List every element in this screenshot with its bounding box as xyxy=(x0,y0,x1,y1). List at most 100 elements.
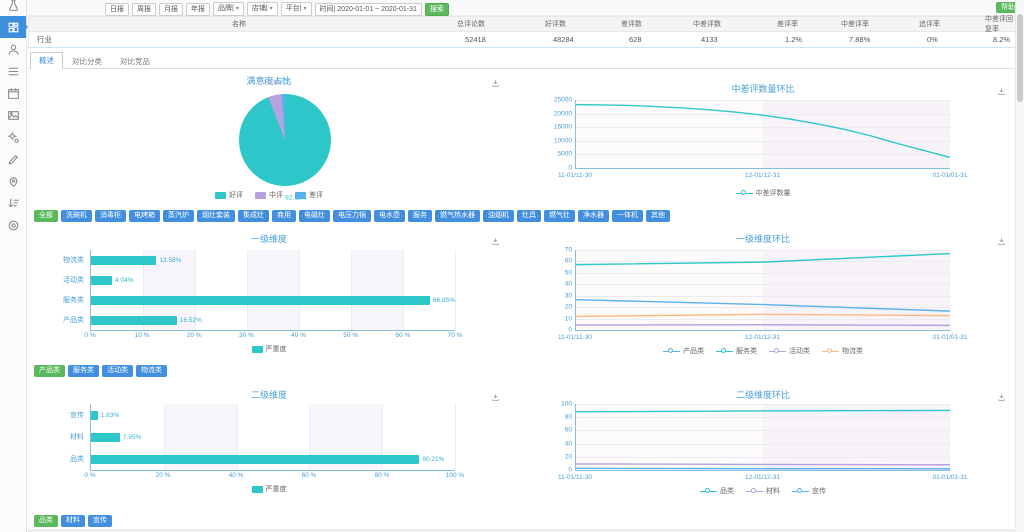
bar-宣传[interactable] xyxy=(91,410,98,420)
category-chip-蒸汽炉[interactable]: 蒸汽炉 xyxy=(163,209,194,222)
x-tick-label: 40 % xyxy=(228,472,244,479)
category-chip-油烟机[interactable]: 油烟机 xyxy=(483,209,514,222)
row-cell-7: 0% xyxy=(927,35,938,44)
category-chip-电压力锅[interactable]: 电压力锅 xyxy=(333,209,371,222)
legend-item-严重度[interactable]: 严重度 xyxy=(251,344,287,354)
scrollbar-thumb[interactable] xyxy=(1017,14,1023,102)
dropdown-品牌[interactable]: 品牌| ▾ xyxy=(213,2,244,16)
category-chip-电水壶[interactable]: 电水壶 xyxy=(374,209,405,222)
legend-item-品类[interactable]: 品类 xyxy=(700,486,734,496)
dimension-chip-物流类[interactable]: 物流类 xyxy=(136,364,167,377)
dimension-chip-服务类[interactable]: 服务类 xyxy=(68,364,99,377)
legend-item-好评[interactable]: 好评 xyxy=(215,190,243,200)
bar-物流类[interactable] xyxy=(91,255,157,265)
summary-table-row[interactable]: 行业 52418 48284 628 4133 1.2% 7.88% 0% 8.2% xyxy=(28,31,1016,48)
dropdown-店铺[interactable]: 店铺| ▾ xyxy=(246,2,278,16)
help-badge[interactable]: 帮助 xyxy=(996,2,1020,13)
category-chip-电烤箱[interactable]: 电烤箱 xyxy=(129,209,160,222)
category-chip-集成灶[interactable]: 集成灶 xyxy=(238,209,269,222)
download-icon[interactable] xyxy=(997,233,1006,251)
category-label-活动类: 活动类 xyxy=(63,277,84,284)
category-chip-消毒柜[interactable]: 消毒柜 xyxy=(95,209,126,222)
pencil-icon[interactable] xyxy=(0,148,26,170)
toolbar-filters: 日报 周报 月报 年报 品牌| ▾ 店铺| ▾ 平台| ▾ 时间| 2020-01-01 ~ 202… xyxy=(105,2,449,16)
legend-item-宣传[interactable]: 宣传 xyxy=(792,486,826,496)
dropdown-平台[interactable]: 平台| ▾ xyxy=(280,2,312,16)
download-icon[interactable] xyxy=(997,389,1006,407)
category-chip-灶具[interactable]: 灶具 xyxy=(517,209,541,222)
y-tick-label: 10 xyxy=(564,315,572,323)
bar-value-label: 12.58% xyxy=(159,256,182,264)
legend-item-中差评数量[interactable]: 中差评数量 xyxy=(735,188,791,198)
category-chip-一体机[interactable]: 一体机 xyxy=(612,209,643,222)
dimension-chip-活动类[interactable]: 活动类 xyxy=(102,364,133,377)
column-header-8: 中差评回复率 xyxy=(985,16,1013,33)
download-icon[interactable] xyxy=(997,83,1006,101)
x-tick-label: 100 % xyxy=(445,472,465,479)
list-icon[interactable] xyxy=(0,60,26,82)
subdimension-chip-材料[interactable]: 材料 xyxy=(61,514,85,527)
dashboard-icon[interactable] xyxy=(0,16,26,38)
sort-icon[interactable] xyxy=(0,192,26,214)
y-tick-label: 60 xyxy=(564,257,572,265)
subdimension-chip-品类[interactable]: 品类 xyxy=(34,514,58,527)
row-cell-4: 4133 xyxy=(701,35,718,44)
target-icon[interactable] xyxy=(0,214,26,236)
download-icon[interactable] xyxy=(491,389,500,407)
category-chip-净水器[interactable]: 净水器 xyxy=(578,209,609,222)
period-button-周报[interactable]: 周报 xyxy=(132,2,156,16)
legend-item-活动类[interactable]: 活动类 xyxy=(769,346,810,356)
pie-satisfaction-pie[interactable]: 92.11%4.63%1.2% xyxy=(239,78,331,201)
category-chip-其他[interactable]: 其他 xyxy=(646,209,670,222)
split-band xyxy=(351,250,403,330)
category-chip-全部[interactable]: 全部 xyxy=(34,209,58,222)
period-button-月报[interactable]: 月报 xyxy=(159,2,183,16)
gears-icon[interactable] xyxy=(0,126,26,148)
bar-活动类[interactable] xyxy=(91,275,112,285)
legend-item-差评[interactable]: 差评 xyxy=(295,190,323,200)
bar-材料[interactable] xyxy=(91,432,120,442)
legend-item-物流类[interactable]: 物流类 xyxy=(822,346,863,356)
category-chip-服务[interactable]: 服务 xyxy=(408,209,432,222)
bar-服务类[interactable] xyxy=(91,295,430,305)
bar-产品类[interactable] xyxy=(91,315,177,325)
x-tick-label: 01-01/01-31 xyxy=(932,474,968,481)
category-chip-洗碗机[interactable]: 洗碗机 xyxy=(61,209,92,222)
pie-slice-label-中评: 4.63% xyxy=(262,79,282,87)
category-chip-电磁灶[interactable]: 电磁灶 xyxy=(299,209,330,222)
download-icon[interactable] xyxy=(491,233,500,251)
series-line-宣传 xyxy=(576,468,950,469)
image-icon[interactable] xyxy=(0,104,26,126)
period-button-年报[interactable]: 年报 xyxy=(186,2,210,16)
scrollbar[interactable] xyxy=(1015,0,1024,532)
subdimension-chip-宣传[interactable]: 宣传 xyxy=(88,514,112,527)
bar-品类[interactable] xyxy=(91,454,420,464)
y-tick-label: 70 xyxy=(564,246,572,254)
download-icon[interactable] xyxy=(491,75,500,93)
chart-legend: 品类 材料 宣传 xyxy=(510,486,1016,496)
category-chip-燃气热水器[interactable]: 燃气热水器 xyxy=(435,209,480,222)
category-chip-燃气灶[interactable]: 燃气灶 xyxy=(544,209,575,222)
period-button-日报[interactable]: 日报 xyxy=(105,2,129,16)
gridline xyxy=(455,250,456,330)
legend-item-严重度[interactable]: 严重度 xyxy=(251,484,287,494)
category-chip-烟灶套装[interactable]: 烟灶套装 xyxy=(197,209,235,222)
legend-item-服务类[interactable]: 服务类 xyxy=(716,346,757,356)
user-icon[interactable] xyxy=(0,38,26,60)
legend-item-材料[interactable]: 材料 xyxy=(746,486,780,496)
legend-item-产品类[interactable]: 产品类 xyxy=(663,346,704,356)
location-icon[interactable] xyxy=(0,170,26,192)
time-range-button[interactable]: 时间| 2020-01-01 ~ 2020-01-31 xyxy=(314,2,422,16)
search-button[interactable]: 搜索 xyxy=(424,2,449,16)
legend-item-中评[interactable]: 中评 xyxy=(255,190,283,200)
flask-icon[interactable] xyxy=(0,0,26,16)
tab-对比竞品[interactable]: 对比竞品 xyxy=(120,57,150,66)
series-line-活动类 xyxy=(576,325,950,326)
tab-概述[interactable]: 概述 xyxy=(30,52,63,69)
category-chip-商用[interactable]: 商用 xyxy=(272,209,296,222)
dimension-chip-产品类[interactable]: 产品类 xyxy=(34,364,65,377)
tab-对比分类[interactable]: 对比分类 xyxy=(72,57,102,66)
next-section-edge xyxy=(28,529,1016,532)
calendar-icon[interactable] xyxy=(0,82,26,104)
chart-row-1: 满意度占比92.11%4.63%1.2%好评 中评 差评 中差评数量环比 0 5000 1… xyxy=(28,72,1016,206)
